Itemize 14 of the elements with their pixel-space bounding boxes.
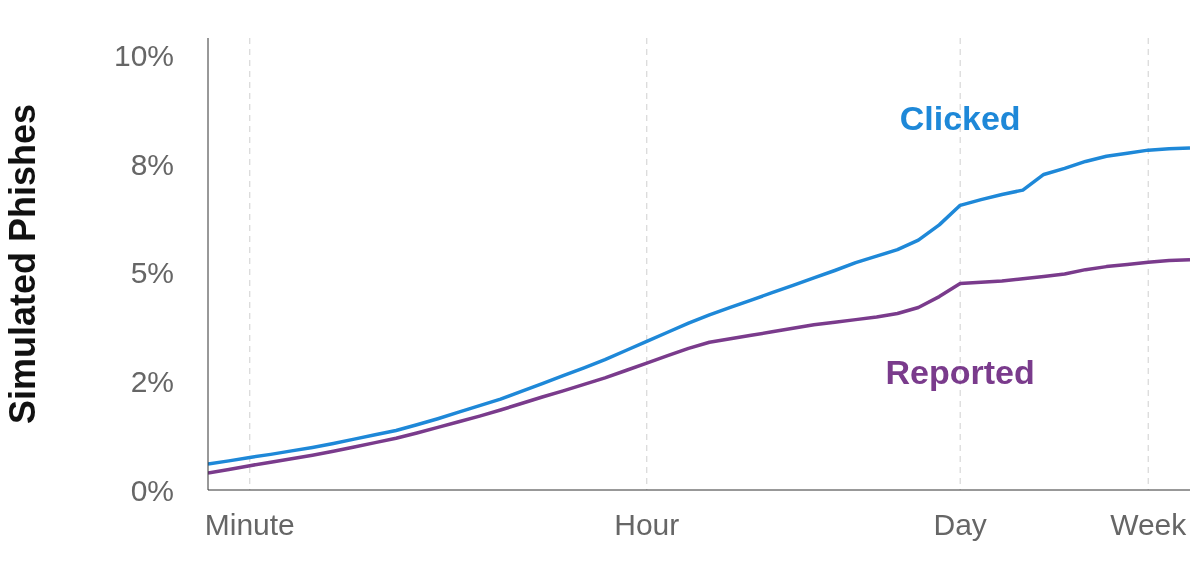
series-label: Clicked [899,99,1021,138]
line-series [208,257,1190,475]
y-axis-title: Simulated Phishes [1,103,43,425]
series-label: Reported [885,352,1035,391]
line-series [208,146,1190,466]
x-tick-label: Minute [204,508,295,542]
x-tick-label: Week [1110,508,1188,542]
y-tick-label: 10% [113,39,174,73]
y-tick-label: 0% [130,473,174,507]
x-tick-label: Hour [614,508,680,542]
y-tick-label: 8% [130,147,174,181]
y-tick-label: 5% [130,256,174,290]
x-tick-label: Day [933,508,987,542]
y-tick-label: 2% [130,365,174,398]
